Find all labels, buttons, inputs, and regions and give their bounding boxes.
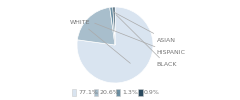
Text: BLACK: BLACK <box>116 15 177 68</box>
Bar <box>94 88 98 96</box>
Text: 0.9%: 0.9% <box>144 90 160 94</box>
Wedge shape <box>110 7 115 45</box>
Wedge shape <box>113 7 115 45</box>
Bar <box>72 88 77 96</box>
Wedge shape <box>77 7 115 45</box>
Text: 77.1%: 77.1% <box>78 90 98 94</box>
Text: 1.3%: 1.3% <box>122 90 138 94</box>
Text: HISPANIC: HISPANIC <box>95 23 186 56</box>
Text: ASIAN: ASIAN <box>114 12 175 42</box>
Bar <box>116 88 120 96</box>
Wedge shape <box>77 7 153 83</box>
Bar <box>138 88 143 96</box>
Text: WHITE: WHITE <box>70 20 130 63</box>
Text: 20.6%: 20.6% <box>100 90 120 94</box>
